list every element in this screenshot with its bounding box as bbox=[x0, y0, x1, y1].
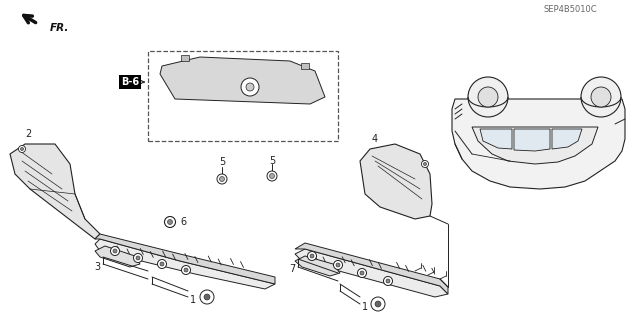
Circle shape bbox=[360, 271, 364, 275]
Bar bbox=[148, 51, 338, 141]
Circle shape bbox=[134, 254, 143, 263]
Circle shape bbox=[241, 78, 259, 96]
Circle shape bbox=[157, 259, 166, 269]
Circle shape bbox=[383, 277, 392, 286]
Polygon shape bbox=[480, 129, 512, 149]
Polygon shape bbox=[95, 234, 275, 284]
Circle shape bbox=[468, 77, 508, 117]
Text: 5: 5 bbox=[219, 157, 225, 167]
Circle shape bbox=[424, 162, 426, 166]
Circle shape bbox=[267, 171, 277, 181]
Polygon shape bbox=[160, 57, 325, 104]
Text: 4: 4 bbox=[372, 134, 378, 144]
Text: B-6: B-6 bbox=[121, 77, 139, 87]
Circle shape bbox=[160, 262, 164, 266]
Circle shape bbox=[358, 269, 367, 278]
Text: 1: 1 bbox=[362, 302, 368, 312]
Circle shape bbox=[217, 174, 227, 184]
Circle shape bbox=[20, 147, 24, 151]
Circle shape bbox=[478, 87, 498, 107]
Circle shape bbox=[591, 87, 611, 107]
Polygon shape bbox=[360, 144, 432, 219]
Circle shape bbox=[310, 254, 314, 258]
Polygon shape bbox=[514, 129, 550, 151]
Text: SEP4B5010C: SEP4B5010C bbox=[543, 4, 597, 13]
Polygon shape bbox=[301, 63, 309, 69]
Circle shape bbox=[386, 279, 390, 283]
Polygon shape bbox=[552, 129, 582, 149]
Circle shape bbox=[111, 247, 120, 256]
Polygon shape bbox=[181, 55, 189, 61]
Circle shape bbox=[269, 174, 275, 179]
Circle shape bbox=[581, 77, 621, 117]
Circle shape bbox=[371, 297, 385, 311]
Text: 7: 7 bbox=[289, 264, 295, 274]
Circle shape bbox=[422, 160, 429, 167]
Text: 6: 6 bbox=[180, 217, 186, 227]
Circle shape bbox=[136, 256, 140, 260]
Circle shape bbox=[204, 294, 210, 300]
Polygon shape bbox=[10, 144, 100, 239]
Circle shape bbox=[333, 261, 342, 270]
Circle shape bbox=[336, 263, 340, 267]
Polygon shape bbox=[95, 239, 275, 289]
Polygon shape bbox=[295, 249, 448, 297]
Polygon shape bbox=[295, 243, 448, 294]
Text: 2: 2 bbox=[25, 129, 31, 139]
Circle shape bbox=[375, 301, 381, 307]
Circle shape bbox=[307, 251, 317, 261]
Circle shape bbox=[113, 249, 117, 253]
Circle shape bbox=[184, 268, 188, 272]
Polygon shape bbox=[95, 246, 140, 267]
Text: 1: 1 bbox=[190, 295, 196, 305]
Circle shape bbox=[220, 176, 225, 182]
Circle shape bbox=[164, 217, 175, 227]
Text: 3: 3 bbox=[94, 262, 100, 272]
Circle shape bbox=[246, 83, 254, 91]
Circle shape bbox=[19, 145, 26, 152]
Circle shape bbox=[168, 219, 173, 225]
Circle shape bbox=[200, 290, 214, 304]
Text: FR.: FR. bbox=[50, 23, 69, 33]
Polygon shape bbox=[295, 256, 340, 276]
Text: 5: 5 bbox=[269, 156, 275, 166]
Polygon shape bbox=[452, 99, 625, 189]
Circle shape bbox=[182, 265, 191, 275]
Polygon shape bbox=[472, 127, 598, 164]
